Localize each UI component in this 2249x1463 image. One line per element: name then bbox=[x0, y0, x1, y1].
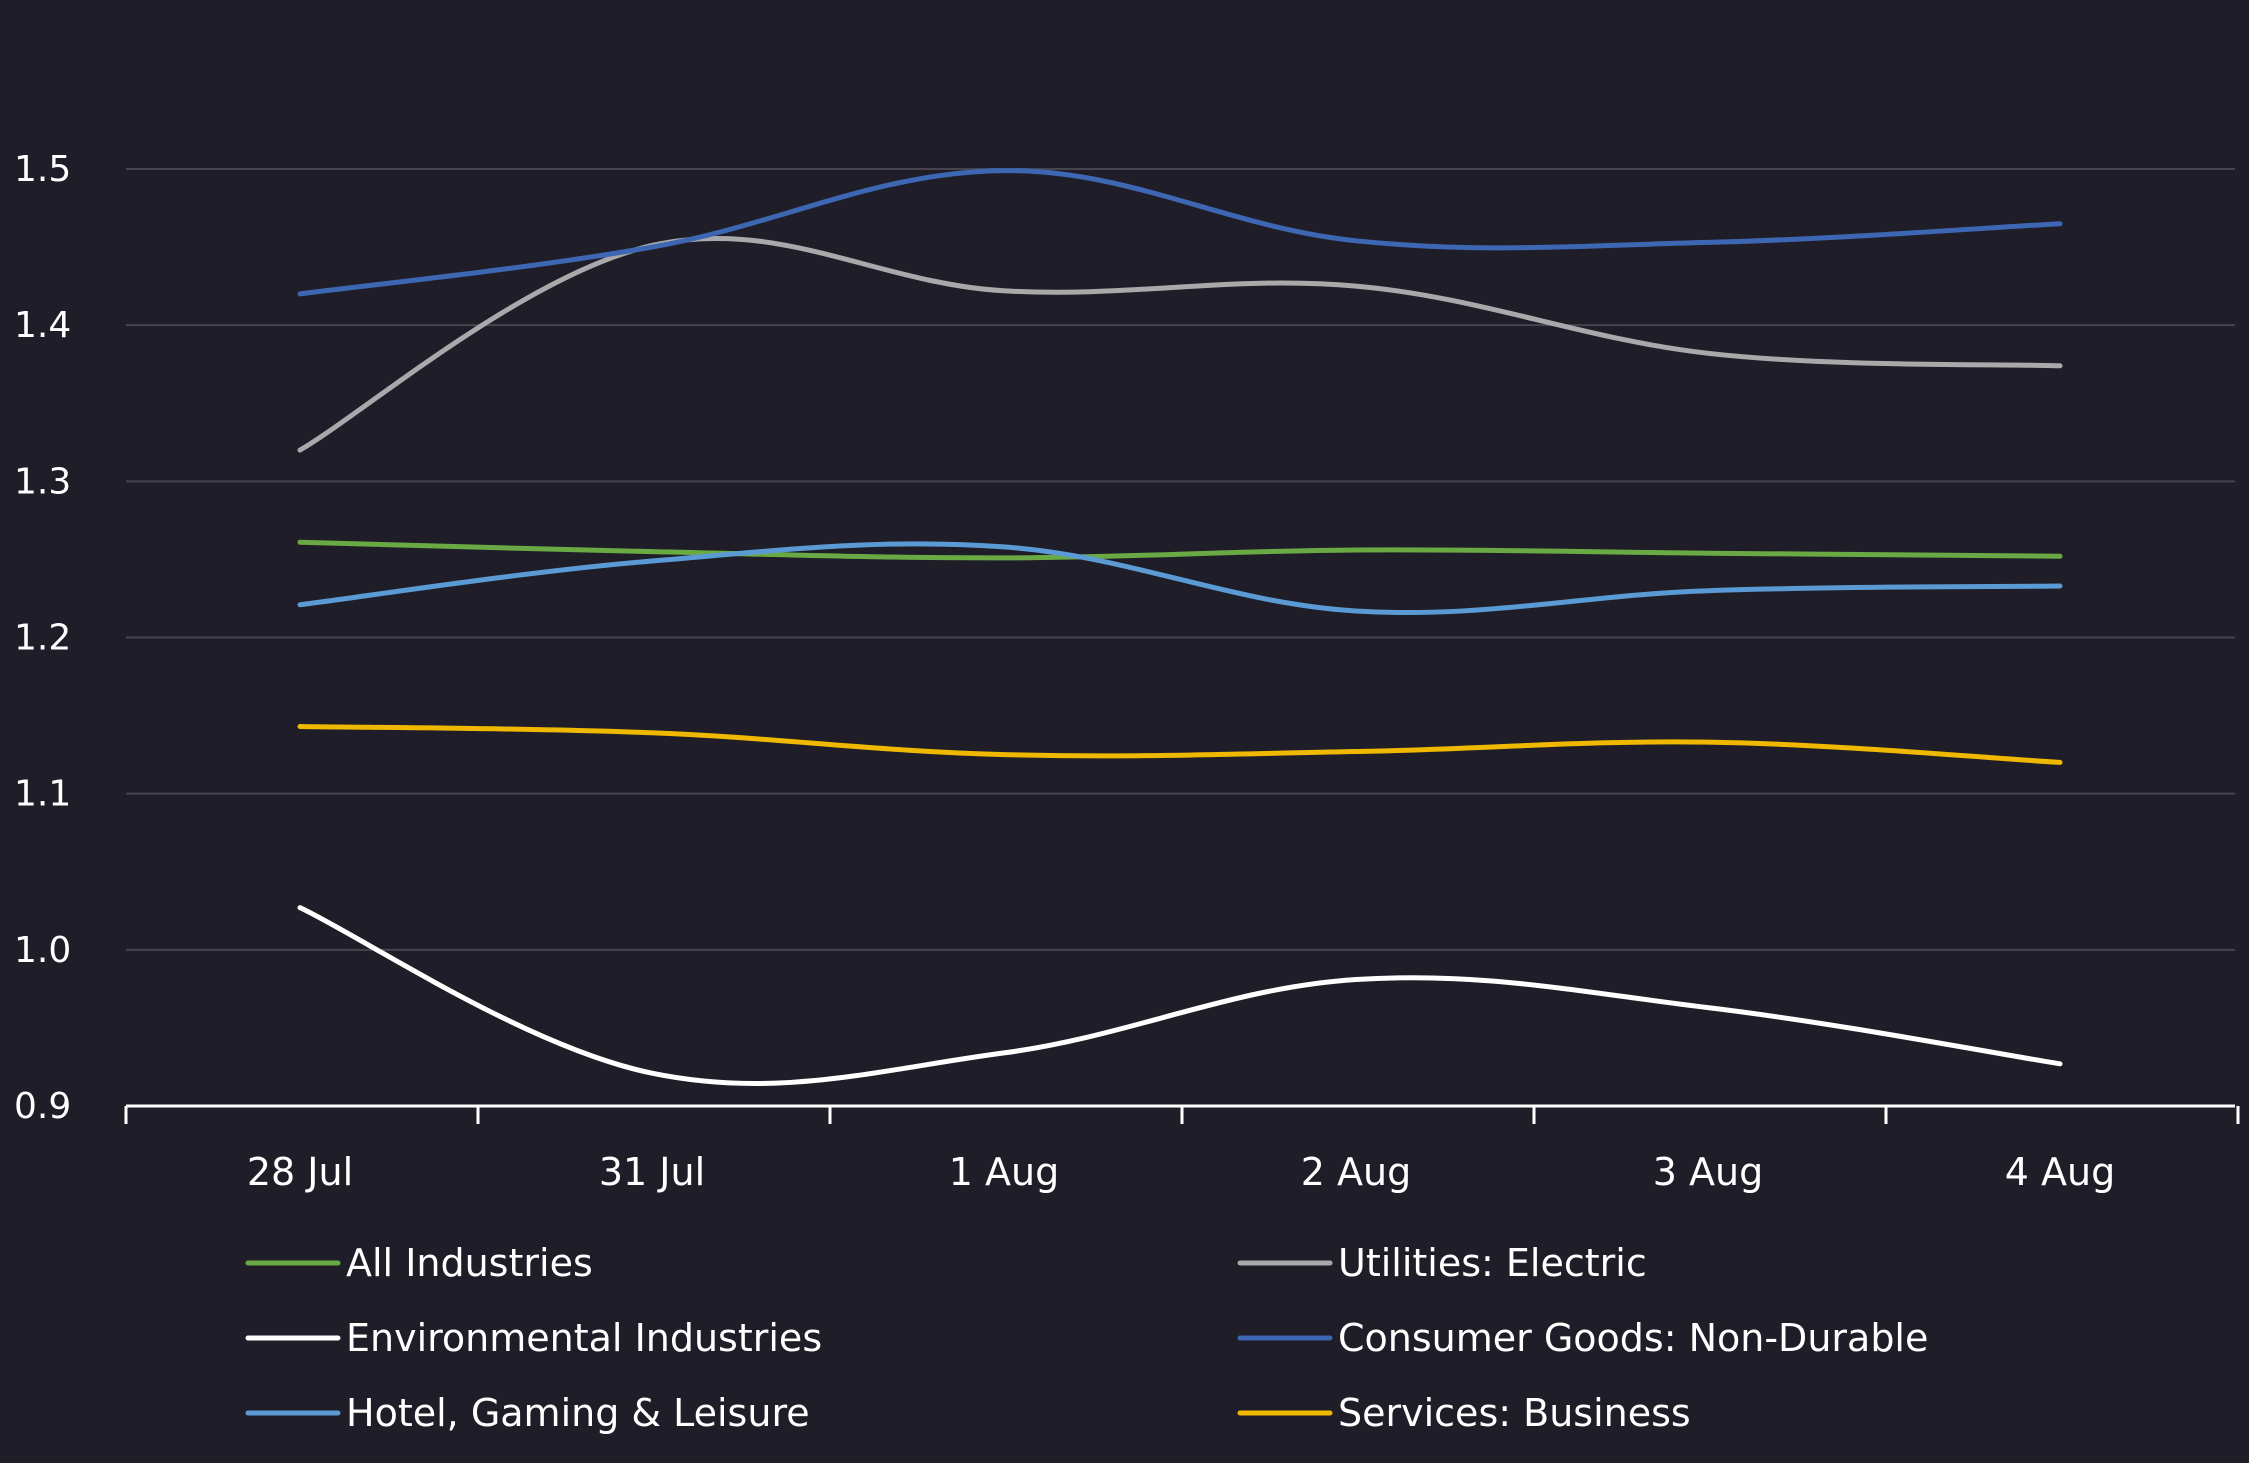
legend-label-utilities-electric: Utilities: Electric bbox=[1338, 1241, 1647, 1285]
y-tick-label: 1.3 bbox=[14, 461, 71, 502]
gridlines bbox=[126, 168, 2235, 951]
legend-label-all-industries: All Industries bbox=[346, 1241, 593, 1285]
legend-label-consumer-goods-non-durable: Consumer Goods: Non-Durable bbox=[1338, 1316, 1928, 1360]
series-line-utilities-electric bbox=[297, 235, 2063, 453]
y-tick-label: 1.0 bbox=[14, 930, 71, 971]
series-line-services-business bbox=[297, 724, 2063, 765]
y-tick-label: 1.4 bbox=[14, 305, 71, 346]
series-line-consumer-goods-non-durable bbox=[297, 168, 2063, 297]
x-tick-label: 3 Aug bbox=[1653, 1150, 1763, 1194]
series-line-all-industries bbox=[297, 539, 2063, 561]
series-line-environmental-industries bbox=[297, 905, 2063, 1086]
y-axis-tick-labels: 0.9 1.0 1.1 1.2 1.3 1.4 1.5 bbox=[14, 149, 71, 1127]
x-axis-tick-labels: 28 Jul 31 Jul 1 Aug 2 Aug 3 Aug 4 Aug bbox=[247, 1150, 2115, 1194]
y-tick-label: 1.5 bbox=[14, 149, 71, 190]
series-line-hotel-gaming-leisure bbox=[297, 541, 2063, 616]
legend-label-hotel-gaming-leisure: Hotel, Gaming & Leisure bbox=[346, 1391, 810, 1435]
x-tick-label: 1 Aug bbox=[949, 1150, 1059, 1194]
x-tick-label: 2 Aug bbox=[1301, 1150, 1411, 1194]
y-tick-label: 1.2 bbox=[14, 618, 71, 659]
legend-label-services-business: Services: Business bbox=[1338, 1391, 1691, 1435]
x-tick-label: 28 Jul bbox=[247, 1150, 353, 1194]
y-tick-label: 1.1 bbox=[14, 774, 71, 815]
x-tick-label: 31 Jul bbox=[599, 1150, 705, 1194]
x-axis bbox=[124, 1104, 2240, 1124]
legend-label-environmental-industries: Environmental Industries bbox=[346, 1316, 822, 1360]
series-lines bbox=[297, 168, 2063, 1086]
legend: All Industries Utilities: Electric Environ… bbox=[245, 1241, 1928, 1435]
y-tick-label: 0.9 bbox=[14, 1086, 71, 1127]
x-tick-label: 4 Aug bbox=[2005, 1150, 2115, 1194]
